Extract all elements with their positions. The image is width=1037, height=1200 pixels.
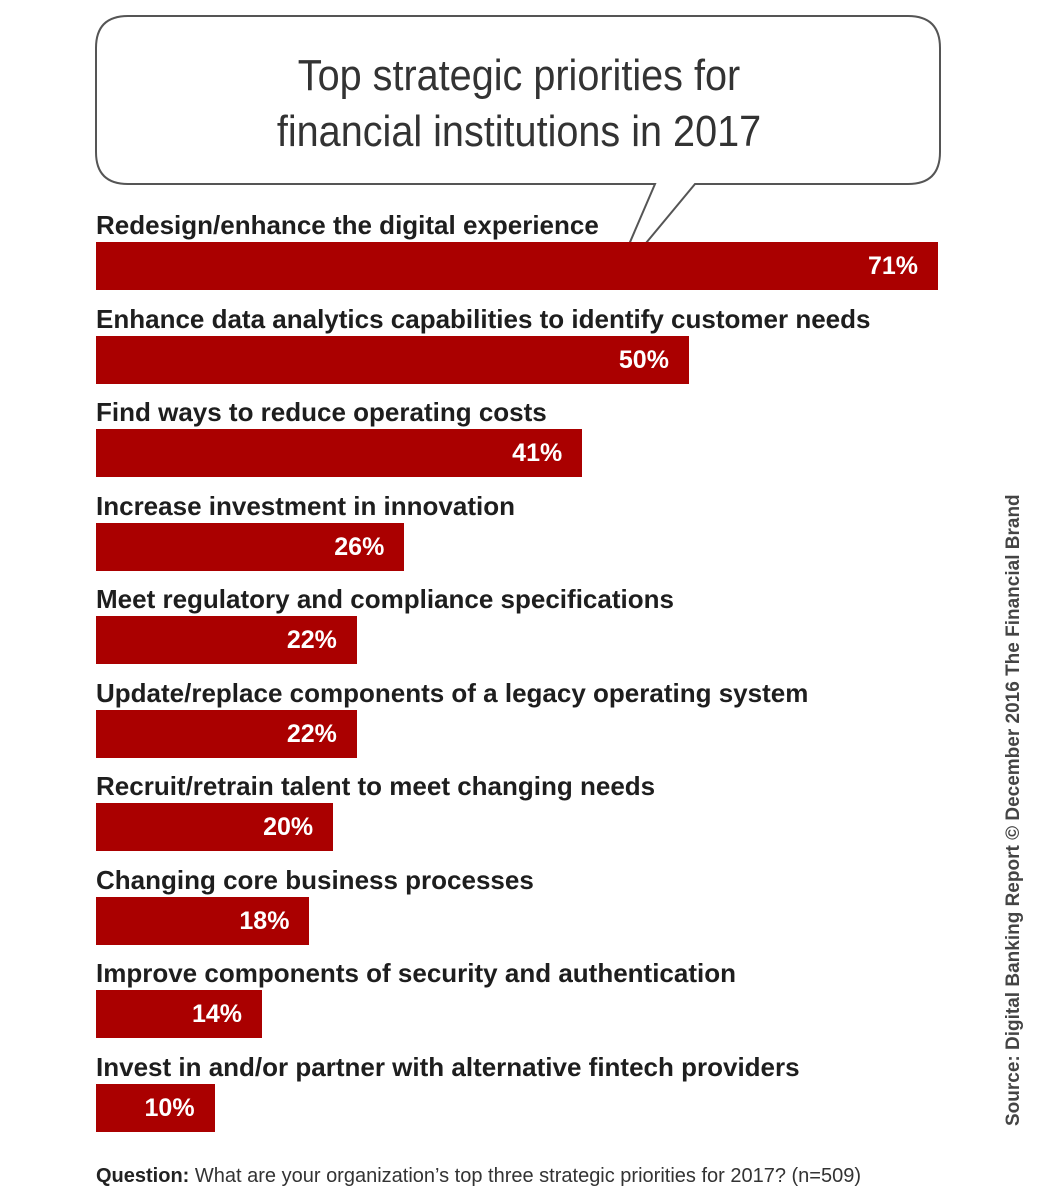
survey-question: Question: What are your organization’s t… [96,1165,861,1188]
bar: 41% [96,429,583,477]
bar: 18% [96,896,310,945]
bar: 14% [96,990,263,1038]
bar: 26% [96,522,405,571]
bar-value-label: 22% [286,719,337,748]
bar-label: Invest in and/or partner with alternativ… [96,1051,800,1082]
title-speech-bubble [95,15,941,285]
bar: 10% [96,1083,215,1132]
bar: 22% [96,616,357,664]
question-text: What are your organization’s top three s… [189,1165,862,1187]
bar-label: Increase investment in innovation [96,490,515,521]
chart-title-line-1: Top strategic priorities for [297,51,741,100]
bar-label: Recruit/retrain talent to meet changing … [96,771,656,801]
chart-title: Top strategic priorities for financial i… [142,48,896,160]
bar-chart: Redesign/enhance the digital experience 7… [96,210,938,1132]
bar-label: Redesign/enhance the digital experience [96,210,599,240]
bar-label: Meet regulatory and compliance specifica… [96,584,674,614]
bar-label: Find ways to reduce operating costs [96,397,547,427]
bar-label: Changing core business processes [96,864,534,895]
bar: 22% [96,709,357,758]
chart-title-line-2: financial institutions in 2017 [276,107,762,156]
bar-value-label: 14% [191,1000,243,1028]
bar: 50% [96,335,689,384]
bar-value-label: 26% [334,532,385,561]
bar-value-label: 71% [867,252,918,280]
bar-value-label: 18% [239,906,290,935]
source-credit: Source: Digital Banking Report © Decembe… [1003,494,1024,1126]
bar: 71% [96,242,938,290]
bar-label: Improve components of security and authe… [96,958,736,988]
bar-value-label: 41% [512,439,563,467]
bar-value-label: 20% [263,813,314,841]
bar-value-label: 10% [144,1093,195,1122]
bar-value-label: 22% [286,626,337,654]
bar-value-label: 50% [618,345,669,374]
bar-label: Enhance data analytics capabilities to i… [96,303,871,334]
question-label: Question: [96,1165,190,1187]
bar: 20% [96,803,334,851]
bar-label: Update/replace components of a legacy op… [96,677,809,708]
